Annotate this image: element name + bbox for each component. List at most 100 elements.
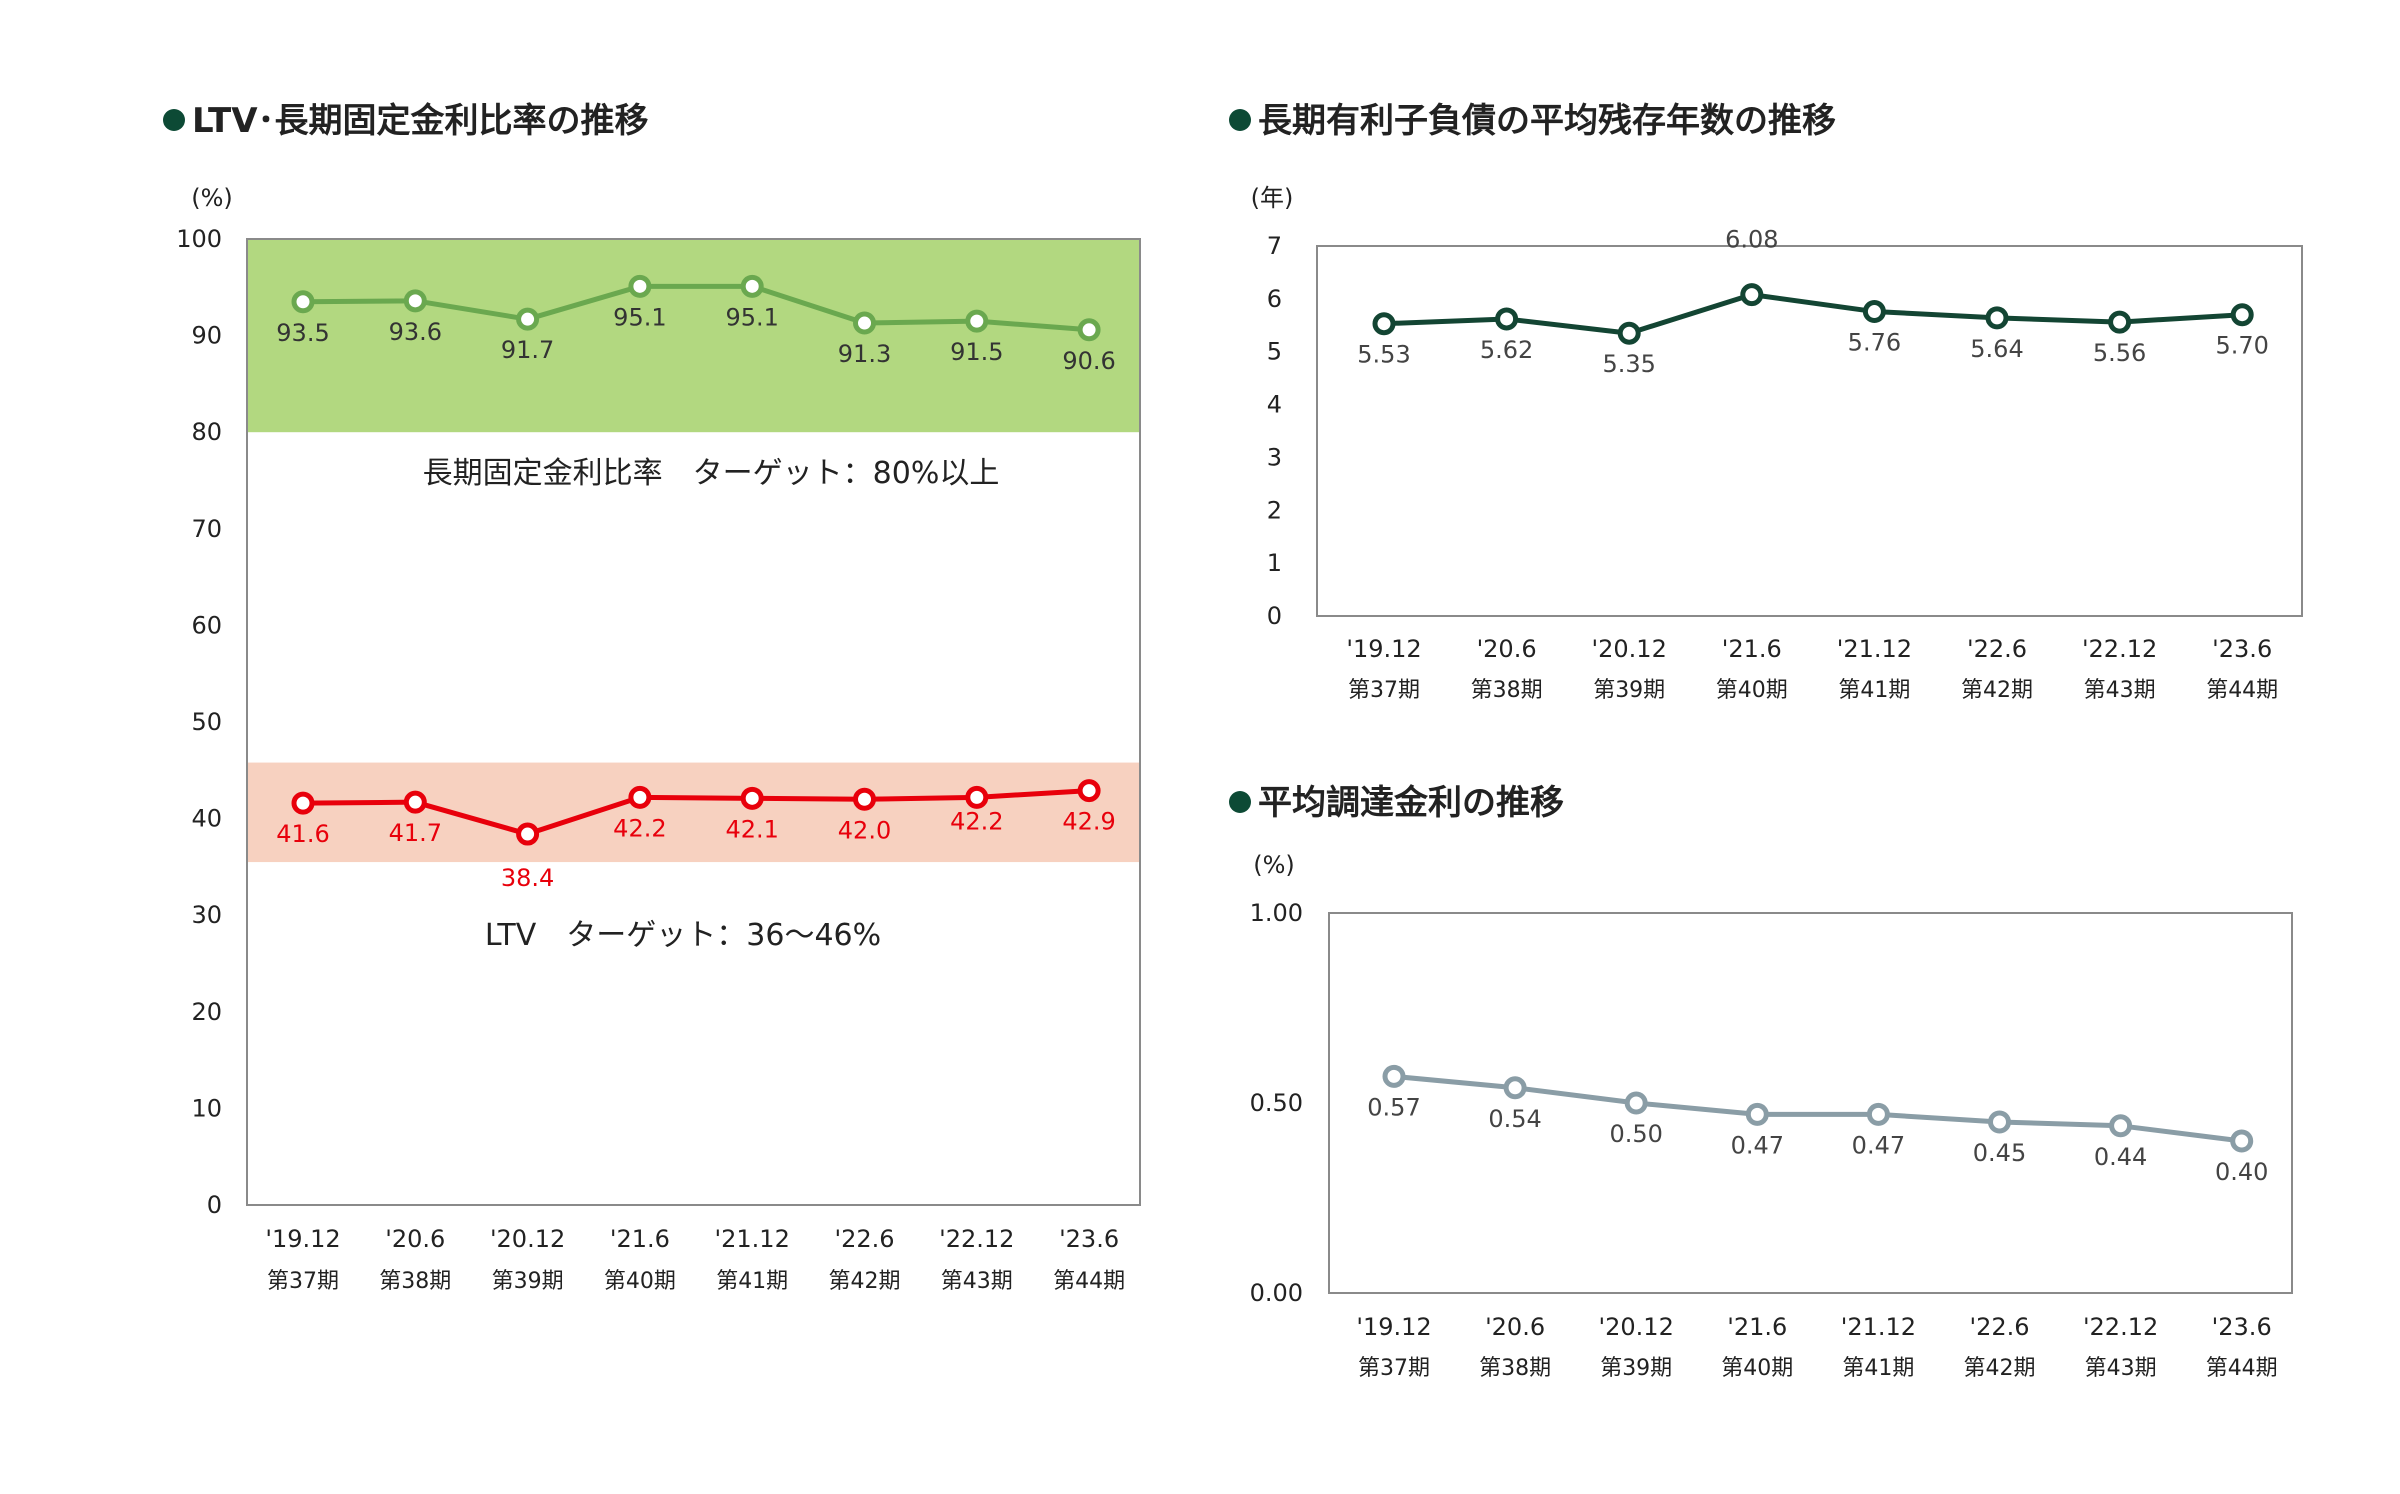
data-point [1988,1110,2011,1134]
title-bullet-icon [1229,109,1251,131]
chart-title: 長期有利子負債の平均残存年数の推移 [1258,101,1836,141]
y-tick-label: 90 [191,322,222,350]
x-tick-sublabel: 第43期 [941,1269,1013,1294]
data-label: 42.9 [1062,808,1115,836]
y-tick-label: 20 [191,998,222,1026]
data-point [403,289,427,313]
y-tick-label: 3 [1267,443,1282,471]
annotation-fixed-rate-target: 長期固定金利比率 ターゲット：80%以上 [423,456,1000,491]
data-label: 38.4 [501,864,554,892]
x-tick-label: '21.6 [610,1225,670,1253]
x-tick-label: '19.12 [265,1225,340,1253]
x-tick-sublabel: 第37期 [267,1269,339,1294]
data-point [1617,321,1641,345]
x-tick-label: '21.12 [715,1225,790,1253]
data-label: 91.3 [838,340,891,368]
data-point [1382,1064,1406,1088]
x-tick-sublabel: 第43期 [2085,1356,2157,1381]
data-label: 41.6 [276,820,329,848]
data-label: 5.56 [2093,339,2146,367]
unit-label: (%) [1253,851,1295,879]
x-tick-label: '22.12 [2082,635,2157,663]
plot-area [1316,245,2303,617]
data-label: 5.35 [1602,350,1655,378]
chart-ltv: LTV･長期固定金利比率の推移 (%) 長期固定金利比率 ターゲット：80%以上… [163,101,1141,1294]
y-tick-label: 10 [191,1094,222,1122]
x-tick-label: '22.6 [1969,1313,2029,1341]
data-label: 0.50 [1609,1120,1662,1148]
x-tick-label: '22.6 [1967,635,2027,663]
data-label: 42.2 [950,807,1003,835]
data-label: 6.08 [1725,226,1778,254]
x-tick-label: '20.12 [1599,1313,1674,1341]
y-tick-label: 70 [191,515,222,543]
x-tick-sublabel: 第39期 [1600,1356,1672,1381]
x-tick-label: '22.6 [834,1225,894,1253]
data-label: 93.5 [276,319,329,347]
data-point [2108,310,2132,334]
x-tick-sublabel: 第37期 [1358,1356,1430,1381]
y-tick-label: 1 [1267,549,1282,577]
x-tick-label: '20.6 [385,1225,445,1253]
x-tick-label: '19.12 [1346,635,1421,663]
y-tick-label: 2 [1267,496,1282,524]
x-tick-sublabel: 第38期 [379,1269,451,1294]
y-tick-label: 50 [191,708,222,736]
data-label: 90.6 [1062,347,1115,375]
x-tick-label: '21.6 [1727,1313,1787,1341]
x-tick-label: '22.12 [939,1225,1014,1253]
x-tick-label: '23.6 [2212,1313,2272,1341]
series-line [302,788,1090,837]
x-tick-label: '19.12 [1356,1313,1431,1341]
data-point [2230,1129,2254,1153]
x-tick-sublabel: 第41期 [1838,678,1910,703]
x-tick-label: '20.12 [1592,635,1667,663]
x-tick-sublabel: 第38期 [1471,678,1543,703]
data-point [1077,318,1101,342]
data-label: 93.6 [389,318,442,346]
title-bullet-icon [1229,791,1251,813]
chart-title: 平均調達金利の推移 [1258,783,1564,823]
y-tick-label: 1.00 [1250,899,1303,927]
series-line [1393,1073,2243,1144]
data-point [1862,300,1886,324]
data-label: 5.70 [2215,332,2268,360]
x-tick-label: '20.6 [1477,635,1537,663]
data-point [628,274,652,298]
x-tick-label: '21.12 [1841,1313,1916,1341]
x-tick-sublabel: 第38期 [1479,1356,1551,1381]
data-point [291,791,315,815]
data-point [1503,1076,1527,1100]
unit-label: (%) [191,184,233,212]
x-tick-label: '22.12 [2083,1313,2158,1341]
data-point [1077,779,1101,803]
x-tick-label: '23.6 [1059,1225,1119,1253]
x-tick-sublabel: 第41期 [1842,1356,1914,1381]
data-point [1745,1102,1769,1126]
x-tick-label: '20.6 [1485,1313,1545,1341]
x-tick-sublabel: 第40期 [1721,1356,1793,1381]
x-tick-sublabel: 第40期 [1716,678,1788,703]
data-label: 95.1 [725,303,778,331]
data-label: 42.0 [838,816,891,844]
x-tick-label: '21.6 [1722,635,1782,663]
x-tick-label: '21.12 [1837,635,1912,663]
unit-label: (年) [1251,184,1294,212]
x-tick-sublabel: 第37期 [1348,678,1420,703]
data-point [1624,1091,1648,1115]
y-tick-label: 60 [191,611,222,639]
target-band [247,762,1140,863]
data-label: 0.47 [1731,1131,1784,1159]
chart-remaining-years: 長期有利子負債の平均残存年数の推移 (年) 0 1 2 3 4 5 6 7 '19.12 第37… [1229,101,2303,703]
data-point [965,309,989,333]
data-label: 0.47 [1852,1131,1905,1159]
y-tick-label: 5 [1267,338,1282,366]
x-tick-sublabel: 第42期 [829,1269,901,1294]
data-label: 41.7 [389,819,442,847]
data-label: 42.2 [613,814,666,842]
annotation-ltv-target: LTV ターゲット：36～46% [485,918,881,953]
y-tick-label: 6 [1267,285,1282,313]
target-band [247,239,1140,433]
data-point [740,786,764,810]
series-line [302,283,1090,333]
